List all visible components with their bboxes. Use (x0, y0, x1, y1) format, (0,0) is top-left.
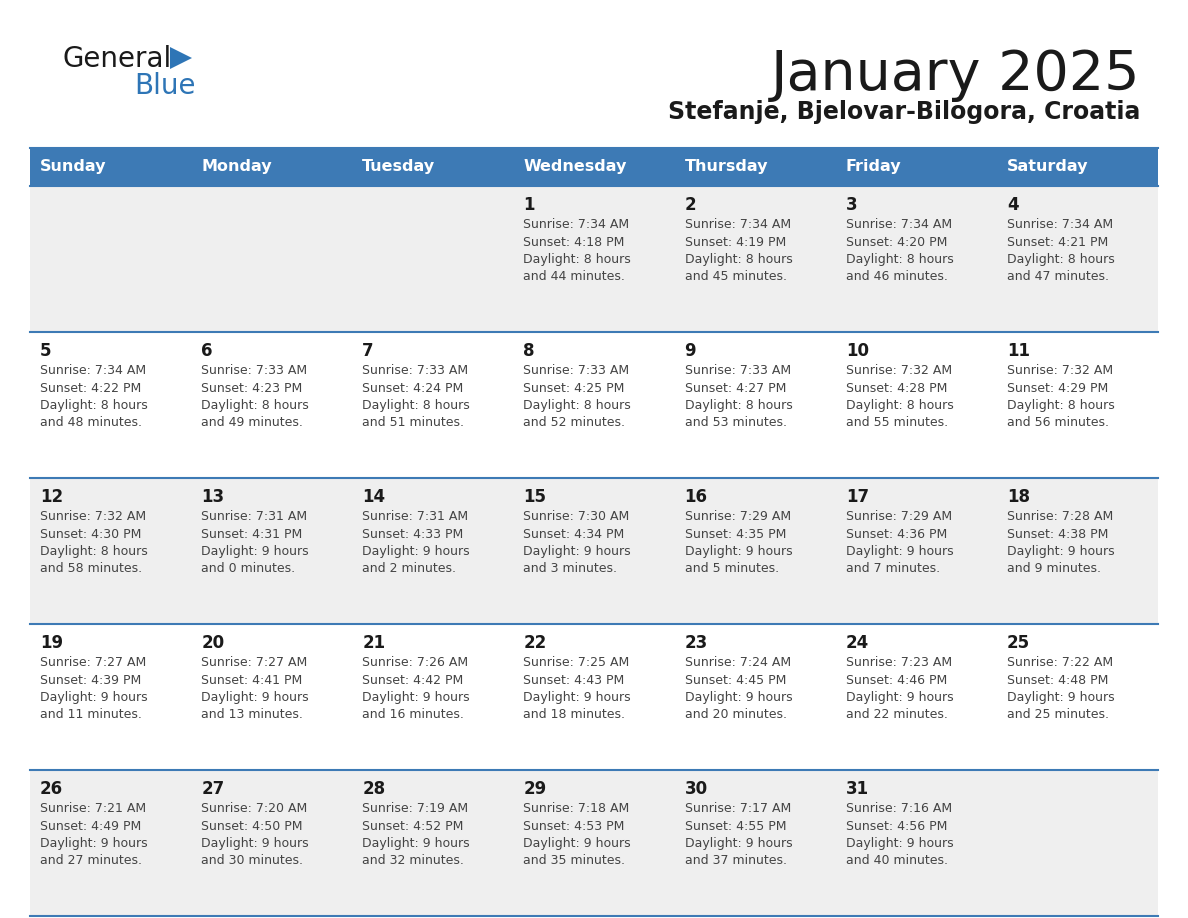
Text: 1: 1 (524, 196, 535, 214)
Text: Blue: Blue (134, 72, 196, 100)
Text: 27: 27 (201, 780, 225, 798)
Bar (835, 148, 997, 186)
Text: Sunrise: 7:21 AM
Sunset: 4:49 PM
Daylight: 9 hours
and 27 minutes.: Sunrise: 7:21 AM Sunset: 4:49 PM Dayligh… (40, 802, 147, 868)
Bar (675, 148, 835, 186)
Text: 16: 16 (684, 488, 708, 506)
Text: 4: 4 (1007, 196, 1018, 214)
Text: 5: 5 (40, 342, 51, 360)
Text: 2: 2 (684, 196, 696, 214)
Text: Sunrise: 7:26 AM
Sunset: 4:42 PM
Daylight: 9 hours
and 16 minutes.: Sunrise: 7:26 AM Sunset: 4:42 PM Dayligh… (362, 656, 470, 722)
Text: 15: 15 (524, 488, 546, 506)
Text: Tuesday: Tuesday (362, 160, 436, 174)
Text: Sunrise: 7:34 AM
Sunset: 4:20 PM
Daylight: 8 hours
and 46 minutes.: Sunrise: 7:34 AM Sunset: 4:20 PM Dayligh… (846, 218, 954, 284)
Text: 26: 26 (40, 780, 63, 798)
Bar (30, 478, 1158, 624)
Text: 30: 30 (684, 780, 708, 798)
Text: 29: 29 (524, 780, 546, 798)
Text: Sunrise: 7:29 AM
Sunset: 4:36 PM
Daylight: 9 hours
and 7 minutes.: Sunrise: 7:29 AM Sunset: 4:36 PM Dayligh… (846, 510, 953, 576)
Text: 14: 14 (362, 488, 385, 506)
Text: Sunrise: 7:30 AM
Sunset: 4:34 PM
Daylight: 9 hours
and 3 minutes.: Sunrise: 7:30 AM Sunset: 4:34 PM Dayligh… (524, 510, 631, 576)
Text: Monday: Monday (201, 160, 272, 174)
Text: 20: 20 (201, 634, 225, 652)
Text: 19: 19 (40, 634, 63, 652)
Text: Sunrise: 7:34 AM
Sunset: 4:19 PM
Daylight: 8 hours
and 45 minutes.: Sunrise: 7:34 AM Sunset: 4:19 PM Dayligh… (684, 218, 792, 284)
Text: 12: 12 (40, 488, 63, 506)
Bar (30, 770, 1158, 916)
Text: 10: 10 (846, 342, 868, 360)
Text: Sunrise: 7:33 AM
Sunset: 4:23 PM
Daylight: 8 hours
and 49 minutes.: Sunrise: 7:33 AM Sunset: 4:23 PM Dayligh… (201, 364, 309, 430)
Text: Saturday: Saturday (1007, 160, 1088, 174)
Text: Sunday: Sunday (40, 160, 107, 174)
Text: Sunrise: 7:25 AM
Sunset: 4:43 PM
Daylight: 9 hours
and 18 minutes.: Sunrise: 7:25 AM Sunset: 4:43 PM Dayligh… (524, 656, 631, 722)
Bar (30, 624, 1158, 770)
Text: Sunrise: 7:18 AM
Sunset: 4:53 PM
Daylight: 9 hours
and 35 minutes.: Sunrise: 7:18 AM Sunset: 4:53 PM Dayligh… (524, 802, 631, 868)
Text: Sunrise: 7:31 AM
Sunset: 4:31 PM
Daylight: 9 hours
and 0 minutes.: Sunrise: 7:31 AM Sunset: 4:31 PM Dayligh… (201, 510, 309, 576)
Bar (30, 148, 191, 186)
Bar (353, 148, 513, 186)
Polygon shape (170, 47, 192, 69)
Text: 23: 23 (684, 634, 708, 652)
Text: 22: 22 (524, 634, 546, 652)
Text: Sunrise: 7:32 AM
Sunset: 4:30 PM
Daylight: 8 hours
and 58 minutes.: Sunrise: 7:32 AM Sunset: 4:30 PM Dayligh… (40, 510, 147, 576)
Text: Sunrise: 7:23 AM
Sunset: 4:46 PM
Daylight: 9 hours
and 22 minutes.: Sunrise: 7:23 AM Sunset: 4:46 PM Dayligh… (846, 656, 953, 722)
Text: 28: 28 (362, 780, 385, 798)
Text: General: General (62, 45, 171, 73)
Text: 21: 21 (362, 634, 385, 652)
Text: Sunrise: 7:27 AM
Sunset: 4:41 PM
Daylight: 9 hours
and 13 minutes.: Sunrise: 7:27 AM Sunset: 4:41 PM Dayligh… (201, 656, 309, 722)
Text: Sunrise: 7:20 AM
Sunset: 4:50 PM
Daylight: 9 hours
and 30 minutes.: Sunrise: 7:20 AM Sunset: 4:50 PM Dayligh… (201, 802, 309, 868)
Text: Sunrise: 7:34 AM
Sunset: 4:21 PM
Daylight: 8 hours
and 47 minutes.: Sunrise: 7:34 AM Sunset: 4:21 PM Dayligh… (1007, 218, 1114, 284)
Text: 24: 24 (846, 634, 868, 652)
Text: 13: 13 (201, 488, 225, 506)
Text: January 2025: January 2025 (771, 48, 1140, 102)
Text: Sunrise: 7:22 AM
Sunset: 4:48 PM
Daylight: 9 hours
and 25 minutes.: Sunrise: 7:22 AM Sunset: 4:48 PM Dayligh… (1007, 656, 1114, 722)
Text: Thursday: Thursday (684, 160, 769, 174)
Bar (30, 186, 1158, 332)
Text: Sunrise: 7:28 AM
Sunset: 4:38 PM
Daylight: 9 hours
and 9 minutes.: Sunrise: 7:28 AM Sunset: 4:38 PM Dayligh… (1007, 510, 1114, 576)
Text: Sunrise: 7:16 AM
Sunset: 4:56 PM
Daylight: 9 hours
and 40 minutes.: Sunrise: 7:16 AM Sunset: 4:56 PM Dayligh… (846, 802, 953, 868)
Text: 6: 6 (201, 342, 213, 360)
Text: 31: 31 (846, 780, 868, 798)
Text: 25: 25 (1007, 634, 1030, 652)
Bar (30, 332, 1158, 478)
Text: Sunrise: 7:33 AM
Sunset: 4:24 PM
Daylight: 8 hours
and 51 minutes.: Sunrise: 7:33 AM Sunset: 4:24 PM Dayligh… (362, 364, 470, 430)
Text: Sunrise: 7:33 AM
Sunset: 4:27 PM
Daylight: 8 hours
and 53 minutes.: Sunrise: 7:33 AM Sunset: 4:27 PM Dayligh… (684, 364, 792, 430)
Bar (513, 148, 675, 186)
Text: Stefanje, Bjelovar-Bilogora, Croatia: Stefanje, Bjelovar-Bilogora, Croatia (668, 100, 1140, 124)
Bar (997, 148, 1158, 186)
Text: Sunrise: 7:17 AM
Sunset: 4:55 PM
Daylight: 9 hours
and 37 minutes.: Sunrise: 7:17 AM Sunset: 4:55 PM Dayligh… (684, 802, 792, 868)
Text: 8: 8 (524, 342, 535, 360)
Bar (191, 148, 353, 186)
Text: Sunrise: 7:27 AM
Sunset: 4:39 PM
Daylight: 9 hours
and 11 minutes.: Sunrise: 7:27 AM Sunset: 4:39 PM Dayligh… (40, 656, 147, 722)
Text: 9: 9 (684, 342, 696, 360)
Text: Sunrise: 7:31 AM
Sunset: 4:33 PM
Daylight: 9 hours
and 2 minutes.: Sunrise: 7:31 AM Sunset: 4:33 PM Dayligh… (362, 510, 470, 576)
Text: Sunrise: 7:32 AM
Sunset: 4:28 PM
Daylight: 8 hours
and 55 minutes.: Sunrise: 7:32 AM Sunset: 4:28 PM Dayligh… (846, 364, 954, 430)
Text: Sunrise: 7:32 AM
Sunset: 4:29 PM
Daylight: 8 hours
and 56 minutes.: Sunrise: 7:32 AM Sunset: 4:29 PM Dayligh… (1007, 364, 1114, 430)
Text: Sunrise: 7:29 AM
Sunset: 4:35 PM
Daylight: 9 hours
and 5 minutes.: Sunrise: 7:29 AM Sunset: 4:35 PM Dayligh… (684, 510, 792, 576)
Text: 3: 3 (846, 196, 858, 214)
Text: 18: 18 (1007, 488, 1030, 506)
Text: 11: 11 (1007, 342, 1030, 360)
Text: 17: 17 (846, 488, 868, 506)
Text: 7: 7 (362, 342, 374, 360)
Text: Sunrise: 7:24 AM
Sunset: 4:45 PM
Daylight: 9 hours
and 20 minutes.: Sunrise: 7:24 AM Sunset: 4:45 PM Dayligh… (684, 656, 792, 722)
Text: Friday: Friday (846, 160, 902, 174)
Text: Sunrise: 7:34 AM
Sunset: 4:22 PM
Daylight: 8 hours
and 48 minutes.: Sunrise: 7:34 AM Sunset: 4:22 PM Dayligh… (40, 364, 147, 430)
Text: Wednesday: Wednesday (524, 160, 627, 174)
Text: Sunrise: 7:34 AM
Sunset: 4:18 PM
Daylight: 8 hours
and 44 minutes.: Sunrise: 7:34 AM Sunset: 4:18 PM Dayligh… (524, 218, 631, 284)
Text: Sunrise: 7:33 AM
Sunset: 4:25 PM
Daylight: 8 hours
and 52 minutes.: Sunrise: 7:33 AM Sunset: 4:25 PM Dayligh… (524, 364, 631, 430)
Text: Sunrise: 7:19 AM
Sunset: 4:52 PM
Daylight: 9 hours
and 32 minutes.: Sunrise: 7:19 AM Sunset: 4:52 PM Dayligh… (362, 802, 470, 868)
